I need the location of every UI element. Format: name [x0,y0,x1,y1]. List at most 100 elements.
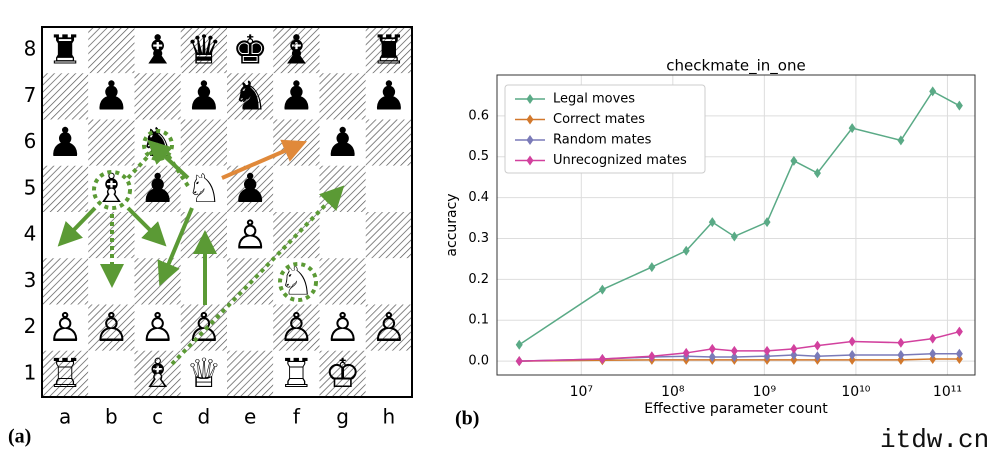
legend-label: Legal moves [553,92,635,107]
chess-piece: ♟ [371,74,407,120]
square [180,350,227,397]
chess-piece: ♙ [186,305,222,351]
square [273,304,320,351]
chess-piece: ♙ [278,305,314,351]
x-tick-label: 10⁸ [661,384,685,400]
data-point [929,86,937,97]
y-tick-label: 0.2 [468,272,489,287]
legend-label: Random mates [553,133,652,148]
square [134,304,181,351]
x-axis-label: Effective parameter count [644,401,828,417]
watermark: itdw.cn [880,425,989,454]
chess-piece: ♙ [371,305,407,351]
data-point [955,326,963,337]
data-point [897,337,905,348]
legend-marker [526,114,534,125]
legend-box [504,84,706,174]
data-point [790,155,798,166]
square [88,212,135,259]
legend-label: Correct mates [553,112,645,127]
y-tick-label: 0.0 [468,354,489,369]
square [42,350,89,397]
chess-piece: ♝ [278,27,314,73]
y-tick-label: 0.5 [468,149,489,164]
square [365,27,412,74]
square [273,165,320,212]
square [319,73,366,120]
file-label: a [59,405,71,429]
square [365,212,412,259]
square [42,304,89,351]
data-point [929,333,937,344]
chess-piece: ♕ [186,351,222,397]
square [365,119,412,166]
y-tick-label: 0.3 [468,231,489,246]
data-point [813,340,821,351]
data-point [708,343,716,354]
chess-piece: ♔ [325,351,361,397]
y-axis-label: accuracy [444,193,460,256]
square [227,304,274,351]
file-label: f [293,405,301,429]
data-point [708,352,716,363]
chess-piece: ♙ [140,305,176,351]
chess-piece: ♟ [47,120,83,166]
chess-piece: ♘ [186,166,222,212]
x-tick-label: 10¹¹ [933,384,962,400]
chess-piece: ♙ [93,305,129,351]
square [227,27,274,74]
chess-piece: ♞ [232,74,268,120]
y-tick-label: 0.6 [468,108,489,123]
chess-piece: ♝ [140,27,176,73]
chess-piece: ♟ [232,166,268,212]
plot-frame [496,74,976,376]
square [180,165,227,212]
data-point [929,348,937,359]
square [88,119,135,166]
chess-board: ♜ ♝ ♛ ♚ ♝ ♜♟ ♟ ♞ ♟ ♟♟ ♞ ♟♗ ♟ ♘ ♟♙♘♙ ♙ ♙ ♙ ♙ ♙ ♙♖ ♗ ♕ ♖ ♔87654321… [24,26,413,429]
square [365,304,412,351]
square [227,350,274,397]
x-tick-label: 10⁹ [753,384,777,400]
y-tick-label: 0.1 [468,313,489,328]
data-point [730,345,738,356]
chess-piece: ♙ [325,305,361,351]
legend-label: Unrecognized mates [553,153,687,168]
legend-marker [526,135,534,145]
data-point [955,354,963,365]
square [319,27,366,74]
square [227,73,274,120]
rank-label: 2 [24,314,37,338]
square [273,119,320,166]
file-label: h [383,405,396,429]
data-point [648,262,656,273]
data-point [897,349,905,360]
square [365,350,412,397]
square [319,304,366,351]
chess-piece: ♟ [278,74,314,120]
data-point [790,343,798,354]
square [319,258,366,305]
data-point [813,168,821,179]
rank-label: 3 [24,268,37,292]
move-arrows [57,129,345,366]
data-point [682,245,690,256]
chess-piece: ♗ [140,351,176,397]
data-point [515,339,523,350]
data-point [790,349,798,360]
square [319,350,366,397]
square [88,304,135,351]
square [319,165,366,212]
panel-label: (a) [8,426,31,448]
legend-marker [526,94,534,104]
data-point [848,123,856,134]
square [42,27,89,74]
square [365,73,412,120]
square [273,350,320,397]
file-label: c [152,405,163,429]
square [180,304,227,351]
data-point [763,345,771,356]
square [180,73,227,120]
chess-piece: ♟ [186,74,222,120]
